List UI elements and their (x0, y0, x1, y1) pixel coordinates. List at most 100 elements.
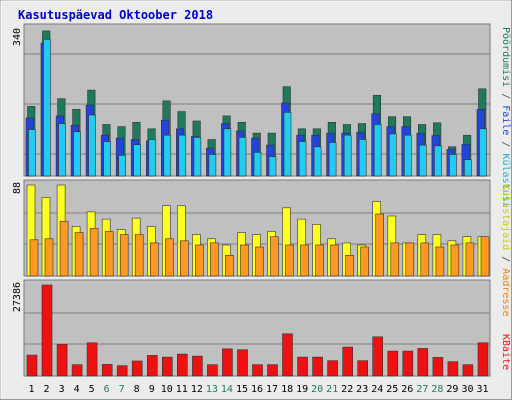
x-tick-label: 2 (43, 384, 49, 395)
bar-kbytes-day-16 (252, 364, 263, 377)
bar-addresses-day-6 (104, 231, 114, 277)
bar-addresses-day-9 (150, 242, 159, 277)
bar-addresses-day-29 (450, 244, 460, 277)
bar-addresses-day-28 (435, 246, 445, 277)
x-tick-label: 8 (134, 384, 140, 395)
x-tick-label: 21 (326, 384, 338, 395)
bar-visits-day-6 (103, 141, 111, 177)
bar-visits-day-28 (434, 145, 442, 177)
bar-kbytes-day-28 (432, 357, 444, 377)
bar-visits-day-22 (343, 134, 352, 177)
x-tick-label: 28 (431, 384, 443, 395)
bar-visits-day-18 (283, 112, 292, 177)
bar-kbytes-day-14 (222, 348, 233, 377)
x-tick-label: 14 (221, 384, 233, 395)
bar-kbytes-day-25 (387, 350, 399, 377)
panel-visits-legend: Pöördumisi / Faile / Külastusi (500, 27, 511, 208)
bar-kbytes-day-24 (372, 336, 384, 377)
panel-visits-ymax-label: 340 (12, 28, 23, 46)
x-tick-label: 16 (251, 384, 263, 395)
legend-part: Külastusi (500, 153, 511, 207)
bar-kbytes-day-4 (71, 364, 83, 377)
panel-visitors-legend: Külastajaid / Aadresse (500, 184, 511, 316)
x-tick-label: 12 (191, 384, 203, 395)
bar-addresses-day-30 (465, 242, 475, 277)
bar-kbytes-day-8 (131, 360, 143, 377)
panel-kbytes-bars (26, 284, 489, 377)
bar-kbytes-day-27 (417, 348, 429, 377)
panel-kbytes-ymax-label: 27386 (12, 282, 23, 312)
legend-part: Külastajaid (500, 184, 511, 250)
bar-addresses-day-22 (345, 255, 355, 277)
x-tick-label: 10 (161, 384, 173, 395)
legend-part: / (500, 135, 511, 153)
bar-kbytes-day-9 (147, 355, 158, 377)
bar-addresses-day-19 (300, 244, 309, 277)
x-tick-label: 4 (74, 384, 80, 395)
bar-addresses-day-24 (375, 213, 385, 277)
x-tick-label: 9 (149, 384, 155, 395)
bar-kbytes-day-30 (462, 364, 474, 377)
x-tick-label: 7 (119, 384, 125, 395)
bar-addresses-day-12 (195, 244, 204, 277)
legend-part: Aadresse (500, 268, 511, 316)
bar-kbytes-day-13 (207, 364, 218, 377)
bar-visits-day-23 (358, 139, 367, 177)
bar-visits-day-29 (449, 154, 457, 177)
panel-visits: 340 Pöördumisi / Faile / Külastusi (12, 23, 511, 208)
x-tick-label: 5 (89, 384, 95, 395)
bar-visits-day-27 (418, 144, 427, 177)
bar-addresses-day-16 (255, 246, 264, 277)
bar-visits-day-11 (178, 134, 187, 177)
x-tick-label: 30 (461, 384, 473, 395)
x-tick-label: 31 (476, 384, 488, 395)
x-tick-label: 1 (28, 384, 34, 395)
x-tick-label: 22 (341, 384, 353, 395)
bar-addresses-day-15 (240, 244, 249, 277)
bar-kbytes-day-15 (237, 349, 248, 377)
bar-addresses-day-21 (330, 244, 339, 277)
bar-visits-day-7 (118, 155, 126, 177)
bar-kbytes-day-12 (192, 355, 203, 377)
bar-kbytes-day-17 (267, 364, 278, 377)
x-tick-label: 27 (416, 384, 428, 395)
panel-kbytes-legend: KBaite (500, 334, 511, 370)
bar-addresses-day-3 (59, 220, 69, 277)
bar-addresses-day-18 (285, 244, 294, 277)
bar-addresses-day-11 (180, 240, 189, 277)
x-tick-label: 20 (311, 384, 323, 395)
bar-addresses-day-26 (405, 242, 415, 277)
bar-kbytes-day-2 (41, 284, 53, 377)
bar-visits-day-15 (238, 137, 247, 177)
panel-visitors-ymax-label: 88 (12, 182, 23, 194)
bar-visits-day-13 (208, 154, 217, 177)
bar-addresses-day-20 (315, 244, 324, 277)
x-tick-label: 19 (296, 384, 308, 395)
bar-visits-day-20 (313, 146, 322, 177)
bar-visits-day-10 (163, 134, 172, 177)
bar-kbytes-day-3 (56, 344, 68, 377)
x-tick-label: 24 (371, 384, 383, 395)
bar-kbytes-day-7 (116, 365, 128, 377)
x-axis-day-labels: 1 2 3 4 5 6 7 8 9 10 11 12 13 14 15 16 17 18 19 20 21 22 23 24 2… (28, 384, 488, 395)
bar-visits-day-5 (88, 114, 96, 177)
legend-part: Faile (500, 105, 511, 135)
bar-addresses-day-7 (119, 234, 129, 277)
bar-visits-day-17 (268, 156, 277, 177)
x-tick-label: 17 (266, 384, 278, 395)
bar-addresses-day-17 (270, 236, 279, 277)
panel-kbytes-gridlines (24, 312, 490, 345)
bar-kbytes-day-26 (402, 350, 414, 377)
x-tick-label: 18 (281, 384, 293, 395)
bar-visits-day-12 (193, 137, 202, 177)
bar-kbytes-day-22 (342, 346, 354, 377)
bar-visits-day-8 (133, 144, 141, 177)
bar-visits-day-30 (464, 159, 472, 177)
bar-visits-day-14 (223, 128, 232, 177)
panel-visitors-bars (26, 184, 490, 277)
bar-addresses-day-14 (225, 255, 234, 277)
bar-visits-day-4 (73, 131, 81, 177)
bar-addresses-day-27 (420, 242, 430, 277)
bar-visits-day-3 (58, 123, 66, 177)
